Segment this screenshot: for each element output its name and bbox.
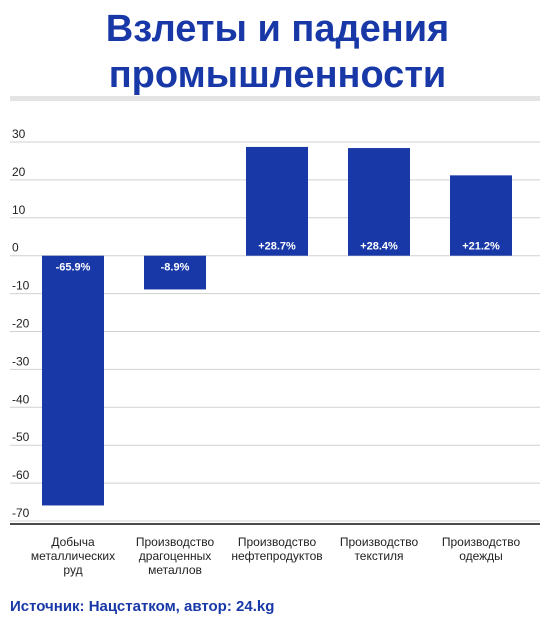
y-tick-label: -60 [12,468,30,482]
x-tick-label: металлических [31,549,115,563]
x-tick-label: драгоценных [139,549,211,563]
bar [144,255,206,290]
y-tick-label: -30 [12,354,30,368]
x-tick-label: Производство [238,535,317,549]
x-tick-label: одежды [459,549,503,563]
y-tick-label: 30 [12,127,26,141]
bar [246,146,308,256]
bar [348,148,410,256]
x-tick-label: Производство [340,535,419,549]
y-tick-label: -50 [12,430,30,444]
data-label: +21.2% [462,241,500,253]
x-tick-label: Добыча [51,535,95,549]
data-label: -8.9% [161,262,190,274]
source-credit: Источник: Нацстатком, автор: 24.kg [10,598,275,615]
data-label: +28.7% [258,241,296,253]
bar [450,175,512,256]
x-tick-label: Производство [442,535,521,549]
title-divider [10,96,540,101]
chart-title-line-1: Взлеты и падения [105,8,450,50]
x-tick-label: Производство [136,535,215,549]
x-tick-label: нефтепродуктов [231,549,322,563]
x-tick-label: текстиля [354,549,403,563]
data-label: +28.4% [360,241,398,253]
chart-title: Взлеты и падения промышленности [0,6,555,98]
y-tick-label: 10 [12,203,26,217]
y-tick-label: -20 [12,317,30,331]
y-tick-label: -40 [12,392,30,406]
bar [42,255,104,506]
y-tick-label: -70 [12,506,30,520]
y-tick-label: 0 [12,241,19,255]
x-tick-label: металлов [148,563,202,577]
y-tick-label: 20 [12,165,26,179]
data-label: -65.9% [56,262,91,274]
chart-title-line-2: промышленности [108,54,447,96]
x-tick-label: руд [63,563,82,577]
y-tick-label: -10 [12,279,30,293]
